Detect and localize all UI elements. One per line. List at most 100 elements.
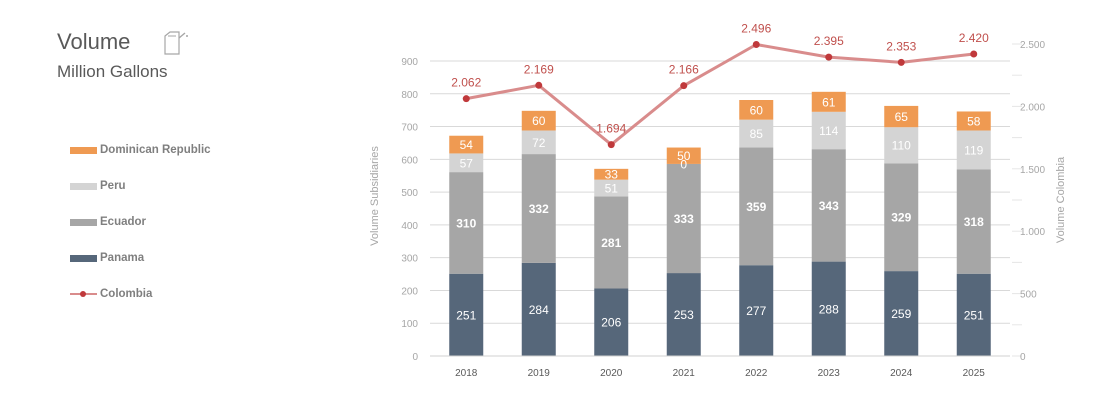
bar-label-peru-2018: 57 — [460, 156, 474, 170]
bar-segment-panama-2020 — [594, 288, 629, 356]
bar-label-panama-2018: 251 — [456, 308, 476, 322]
legend-swatch-panama — [70, 254, 97, 262]
bars — [430, 91, 1010, 357]
right-axis-tick-label: 500 — [1020, 290, 1037, 301]
bar-segment-dominican-republic-2025 — [956, 111, 991, 131]
bar-label-dominican-republic-2020: 33 — [605, 168, 619, 182]
bar-segment-panama-2021 — [666, 273, 701, 356]
x-axis-tick-label: 2021 — [673, 368, 696, 379]
bar-segment-dominican-republic-2020 — [594, 168, 629, 180]
x-axis-tick-label: 2023 — [818, 368, 841, 379]
bar-label-ecuador-2025: 318 — [964, 215, 984, 229]
bar-segment-peru-2019 — [521, 130, 556, 155]
bar-label-panama-2024: 259 — [891, 307, 911, 321]
left-axis-tick-label: 500 — [401, 188, 418, 199]
bar-label-dominican-republic-2024: 65 — [895, 110, 909, 124]
bar-label-dominican-republic-2022: 60 — [750, 103, 764, 117]
bar-segment-dominican-republic-2023 — [811, 91, 846, 112]
bar-label-dominican-republic-2018: 54 — [460, 138, 474, 152]
bar-label-dominican-republic-2019: 60 — [532, 114, 546, 128]
right-axis-tick-label: 2.000 — [1020, 102, 1045, 113]
colombia-marker-2018 — [462, 95, 470, 103]
bar-segment-peru-2020 — [594, 179, 629, 197]
bar-label-ecuador-2021: 333 — [674, 212, 694, 226]
legend-label: Peru — [100, 180, 126, 192]
bar-label-peru-2019: 72 — [532, 136, 546, 150]
legend-label: Ecuador — [100, 216, 147, 228]
bar-segment-dominican-republic-2019 — [521, 110, 556, 131]
bar-segment-peru-2023 — [811, 111, 846, 150]
bar-label-panama-2023: 288 — [819, 302, 839, 316]
legend-item-peru: Peru — [70, 176, 126, 196]
bar-label-ecuador-2024: 329 — [891, 211, 911, 225]
colombia-marker-2020 — [607, 141, 615, 149]
bar-segment-peru-2025 — [956, 130, 991, 170]
colombia-marker-2025 — [970, 50, 978, 58]
legend-item-ecuador: Ecuador — [70, 212, 146, 232]
bar-segment-peru-2018 — [449, 153, 484, 173]
x-axis-tick-label: 2024 — [890, 368, 913, 379]
bar-segment-peru-2024 — [884, 127, 919, 164]
x-axis-tick-label: 2019 — [528, 368, 551, 379]
colombia-marker-2023 — [825, 53, 833, 61]
x-axis-tick-label: 2018 — [455, 368, 478, 379]
bar-segment-panama-2019 — [521, 262, 556, 356]
legend-label: Dominican Republic — [100, 144, 211, 156]
bar-segment-ecuador-2021 — [666, 163, 701, 274]
left-axis-tick-label: 300 — [401, 254, 418, 265]
legend-swatch-dominican-republic — [70, 146, 97, 154]
bar-label-panama-2019: 284 — [529, 303, 549, 317]
bar-segment-panama-2024 — [884, 271, 919, 356]
colombia-label-2019: 2.169 — [524, 62, 554, 76]
left-axis-tick-label: 0 — [412, 352, 418, 363]
colombia-marker-2024 — [897, 58, 905, 66]
bar-segment-dominican-republic-2024 — [884, 105, 919, 128]
colombia-label-2018: 2.062 — [451, 76, 481, 90]
right-axis-title: Volume Colombia — [1055, 156, 1067, 243]
colombia-marker-2022 — [752, 40, 760, 48]
fuel-can-icon — [164, 31, 188, 55]
chart-title: Volume — [57, 29, 131, 54]
bar-label-ecuador-2023: 343 — [819, 199, 839, 213]
bar-segment-panama-2018 — [449, 273, 484, 356]
bar-label-peru-2021: 0 — [680, 157, 687, 171]
bar-segment-ecuador-2019 — [521, 154, 556, 263]
legend-item-panama: Panama — [70, 248, 144, 268]
right-axis-tick-label: 1.000 — [1020, 227, 1045, 238]
right-axis-tick-label: 1.500 — [1020, 165, 1045, 176]
gridlines — [430, 60, 1010, 357]
colombia-label-2023: 2.395 — [814, 34, 844, 48]
bar-segment-ecuador-2024 — [884, 163, 919, 272]
bar-label-peru-2025: 119 — [964, 143, 983, 157]
legend-swatch-peru — [70, 182, 97, 190]
legend-label: Panama — [100, 252, 145, 264]
x-axis-tick-label: 2022 — [745, 368, 768, 379]
bar-segment-ecuador-2025 — [956, 169, 991, 274]
bar-label-dominican-republic-2025: 58 — [967, 114, 981, 128]
legend-item-dominican-republic: Dominican Republic — [70, 140, 211, 160]
left-axis-title: Volume Subsidiaries — [369, 146, 381, 246]
left-axis-tick-label: 200 — [401, 286, 418, 297]
left-axis-tick-label: 400 — [401, 221, 418, 232]
chart-subtitle: Million Gallons — [57, 62, 168, 81]
legend-label: Colombia — [100, 288, 153, 300]
bar-label-dominican-republic-2023: 61 — [822, 95, 836, 109]
x-axis-tick-label: 2025 — [963, 368, 986, 379]
legend-swatch-ecuador — [70, 218, 97, 226]
right-axis-ticks: 0 500 1.000 1.500 2.000 2.500 — [1012, 40, 1045, 363]
bar-segment-dominican-republic-2018 — [449, 135, 484, 154]
bar-label-peru-2023: 114 — [819, 124, 838, 138]
bar-segment-dominican-republic-2022 — [739, 100, 774, 120]
colombia-label-2025: 2.420 — [959, 31, 989, 45]
colombia-label-2022: 2.496 — [741, 21, 771, 35]
bar-segment-ecuador-2022 — [739, 147, 774, 266]
bar-label-ecuador-2022: 359 — [746, 200, 766, 214]
bar-label-panama-2021: 253 — [674, 308, 694, 322]
bar-segment-panama-2022 — [739, 265, 774, 356]
bar-label-panama-2020: 206 — [601, 316, 621, 330]
colombia-marker-2019 — [535, 81, 543, 89]
bar-segment-ecuador-2018 — [449, 172, 484, 274]
colombia-label-2021: 2.166 — [669, 63, 699, 77]
